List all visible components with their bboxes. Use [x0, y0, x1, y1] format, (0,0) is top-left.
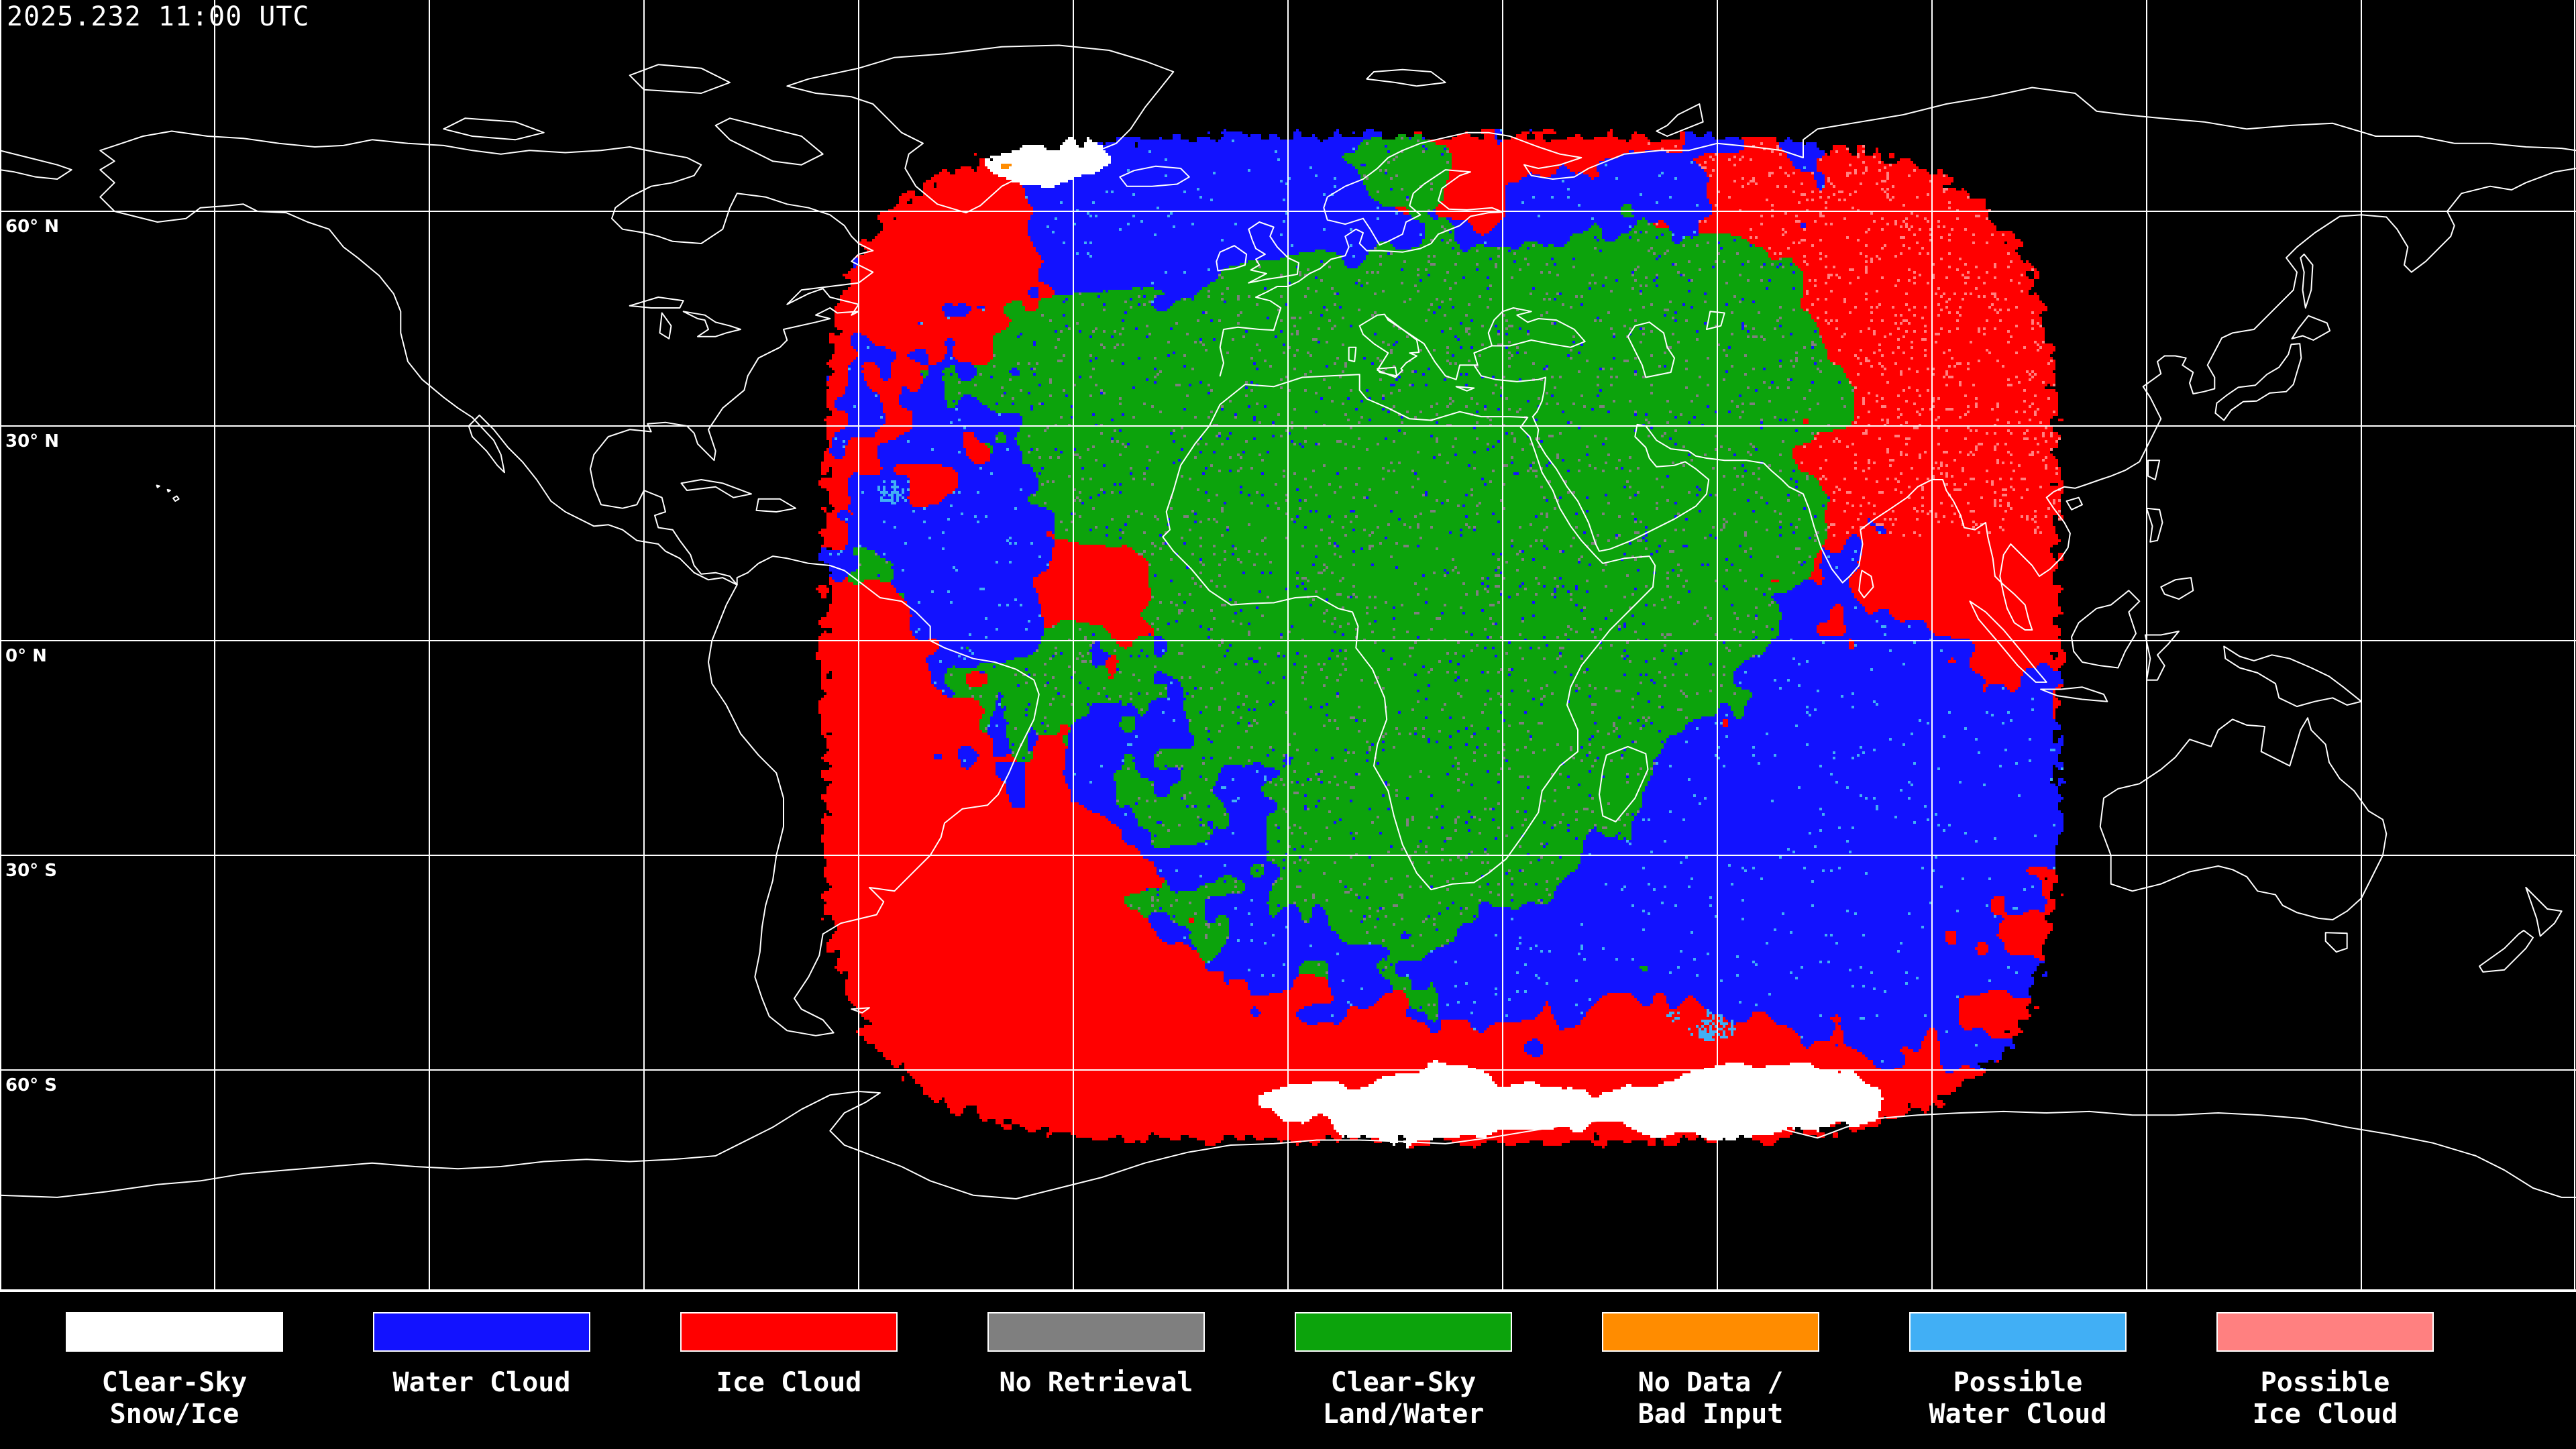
coastline: [659, 312, 672, 339]
coastline: [1487, 307, 1586, 348]
coastline: [629, 64, 731, 94]
coastline: [755, 498, 797, 513]
legend-item-ice_cloud: Ice Cloud: [635, 1292, 943, 1449]
coastline: [1219, 87, 2576, 377]
coastline: [156, 484, 160, 488]
coastline: [1473, 364, 1546, 418]
coastline: [1455, 386, 1475, 392]
map-legend-separator: [0, 1289, 2576, 1292]
latitude-label: 0° N: [5, 646, 47, 666]
legend-swatch-ice_cloud: [680, 1312, 898, 1352]
coastline: [2291, 315, 2331, 341]
coastline: [166, 488, 171, 493]
latitude-label: 60° N: [5, 217, 59, 237]
coastline: [714, 117, 824, 166]
legend-swatch-no_retrieval: [987, 1312, 1205, 1352]
coastline: [708, 555, 1040, 1036]
coastline: [2479, 930, 2534, 973]
legend-label-ice_cloud: Ice Cloud: [716, 1367, 862, 1398]
coastline: [1358, 313, 1420, 378]
coastline: [1706, 311, 1725, 330]
coastline: [2065, 496, 2083, 511]
coastline: [1386, 316, 1493, 380]
legend-item-clear_sky_snow_ice: Clear-Sky Snow/Ice: [21, 1292, 328, 1449]
coastline: [1656, 103, 1704, 137]
coastline: [2223, 645, 2362, 708]
coastline: [1627, 321, 1675, 378]
legend-item-possible_ice_cloud: Possible Ice Cloud: [2171, 1292, 2479, 1449]
coastline: [1858, 570, 1874, 598]
coastline: [1216, 245, 1248, 272]
coastline: [1248, 221, 1299, 284]
coastline: [443, 117, 545, 141]
coastline: [2099, 717, 2387, 920]
coastline: [682, 311, 741, 337]
coastline: [2147, 460, 2161, 480]
legend: Clear-Sky Snow/Ice Water Cloud Ice Cloud No…: [0, 1292, 2576, 1449]
coastline: [1377, 366, 1398, 377]
map-overlay: [0, 0, 2576, 1292]
legend-swatch-no_data_bad_input: [1602, 1312, 1819, 1352]
legend-swatch-possible_water_cloud: [1909, 1312, 2127, 1352]
coastline: [99, 130, 874, 586]
legend-item-water_cloud: Water Cloud: [328, 1292, 635, 1449]
coastline: [2324, 932, 2348, 953]
legend-item-clear_sky_land_water: Clear-Sky Land/Water: [1250, 1292, 1557, 1449]
world-map: 2025.232 11:00 UTC 60° N 30° N 0° N 30° S 60…: [0, 0, 2576, 1293]
legend-item-no_retrieval: No Retrieval: [943, 1292, 1250, 1449]
coastline: [1162, 374, 1656, 891]
legend-label-no_data_bad_input: No Data / Bad Input: [1638, 1367, 1784, 1430]
coastline: [1119, 165, 1190, 187]
latitude-label: 60° S: [5, 1075, 57, 1095]
legend-swatch-clear_sky_land_water: [1295, 1312, 1512, 1352]
legend-item-no_data_bad_input: No Data / Bad Input: [1557, 1292, 1864, 1449]
legend-label-clear_sky_snow_ice: Clear-Sky Snow/Ice: [101, 1367, 248, 1430]
legend-swatch-clear_sky_snow_ice: [66, 1312, 283, 1352]
legend-label-possible_water_cloud: Possible Water Cloud: [1929, 1367, 2107, 1430]
timestamp: 2025.232 11:00 UTC: [7, 1, 310, 32]
coastline: [786, 44, 1175, 214]
coastline: [2071, 590, 2141, 669]
coastline: [2525, 887, 2563, 937]
legend-item-possible_water_cloud: Possible Water Cloud: [1864, 1292, 2171, 1449]
coastline: [2040, 686, 2108, 702]
coastline: [629, 297, 684, 309]
coastline: [851, 1007, 870, 1014]
legend-label-possible_ice_cloud: Possible Ice Cloud: [2252, 1367, 2398, 1430]
coastline: [2214, 343, 2302, 421]
coastline: [1366, 68, 1446, 87]
coastline: [2144, 631, 2180, 681]
legend-label-water_cloud: Water Cloud: [392, 1367, 571, 1398]
legend-swatch-possible_ice_cloud: [2216, 1312, 2434, 1352]
coastline: [1969, 600, 2047, 683]
legend-label-clear_sky_land_water: Clear-Sky Land/Water: [1322, 1367, 1485, 1430]
coastline: [680, 479, 752, 498]
coastline: [172, 495, 180, 502]
coastline: [1532, 168, 2576, 631]
coastline: [0, 150, 72, 180]
coastline: [1348, 346, 1357, 362]
latitude-label: 30° S: [5, 861, 57, 881]
coastline: [1599, 745, 1649, 822]
legend-swatch-water_cloud: [373, 1312, 590, 1352]
coastline: [0, 1091, 2576, 1199]
coastline: [2300, 254, 2314, 309]
coastline: [2160, 577, 2194, 600]
legend-label-no_retrieval: No Retrieval: [999, 1367, 1193, 1398]
coastline: [2146, 507, 2163, 543]
latitude-label: 30° N: [5, 431, 59, 451]
